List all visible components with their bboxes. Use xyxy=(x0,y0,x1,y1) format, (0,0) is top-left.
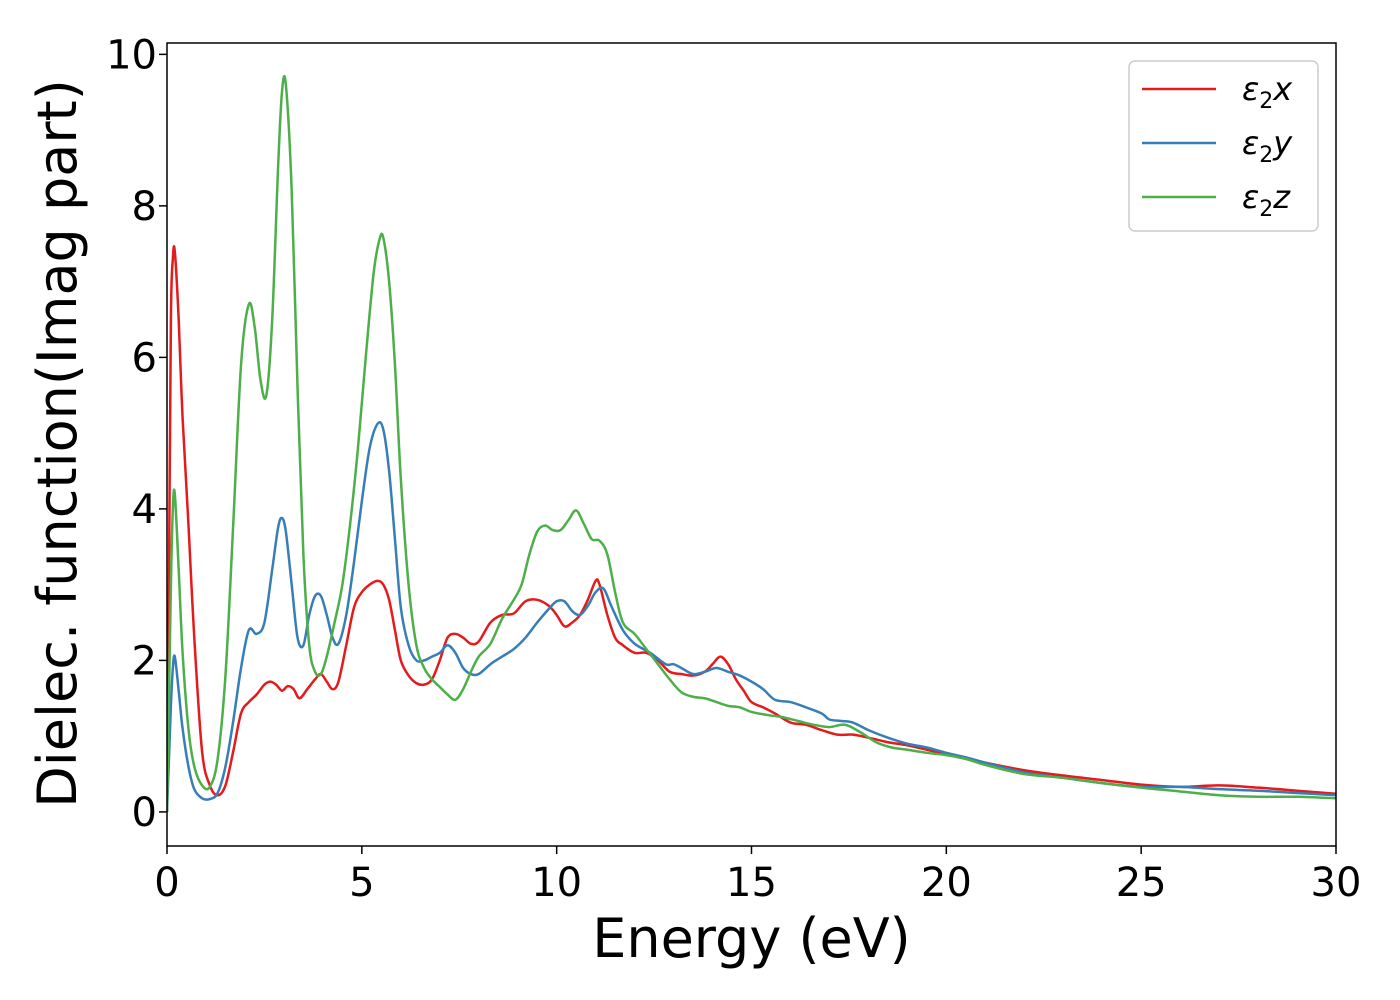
y-axis-ticks: 0 2 4 6 8 10 xyxy=(106,32,167,836)
x-tick-label: 10 xyxy=(531,860,582,906)
legend-label: ε2x xyxy=(1242,70,1293,114)
x-tick-label: 20 xyxy=(921,860,972,906)
x-tick-label: 30 xyxy=(1311,860,1362,906)
x-axis-ticks: 0 5 10 15 20 25 30 xyxy=(154,846,1361,906)
series-line-x xyxy=(167,245,1336,812)
series-line-z xyxy=(167,74,1336,812)
y-tick-label: 4 xyxy=(132,487,157,533)
y-tick-label: 10 xyxy=(106,32,157,78)
legend-label: ε2y xyxy=(1242,124,1293,168)
y-tick-label: 6 xyxy=(132,335,157,381)
y-tick-label: 2 xyxy=(132,638,157,684)
x-axis-label: Energy (eV) xyxy=(592,907,911,970)
series-layer xyxy=(167,74,1336,812)
x-tick-label: 0 xyxy=(154,860,179,906)
legend-box xyxy=(1128,60,1319,232)
x-tick-label: 25 xyxy=(1116,860,1167,906)
y-tick-label: 8 xyxy=(132,184,157,230)
legend-label: ε2z xyxy=(1242,178,1291,222)
legend: ε2x ε2y ε2z xyxy=(1128,60,1319,232)
y-tick-label: 0 xyxy=(132,790,157,836)
x-tick-label: 5 xyxy=(349,860,374,906)
x-tick-label: 15 xyxy=(726,860,777,906)
series-line-y xyxy=(167,421,1336,812)
y-axis-label: Dielec. function(Imag part) xyxy=(26,79,89,808)
